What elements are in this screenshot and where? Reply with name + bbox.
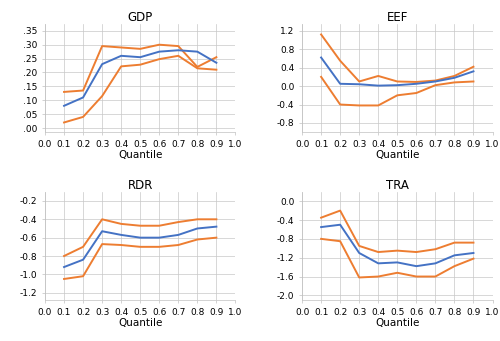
Title: RDR: RDR xyxy=(128,179,153,192)
Title: GDP: GDP xyxy=(128,11,153,24)
Title: TRA: TRA xyxy=(386,179,408,192)
X-axis label: Quantile: Quantile xyxy=(118,150,162,160)
X-axis label: Quantile: Quantile xyxy=(118,318,162,328)
X-axis label: Quantile: Quantile xyxy=(375,150,420,160)
Title: EEF: EEF xyxy=(386,11,408,24)
X-axis label: Quantile: Quantile xyxy=(375,318,420,328)
